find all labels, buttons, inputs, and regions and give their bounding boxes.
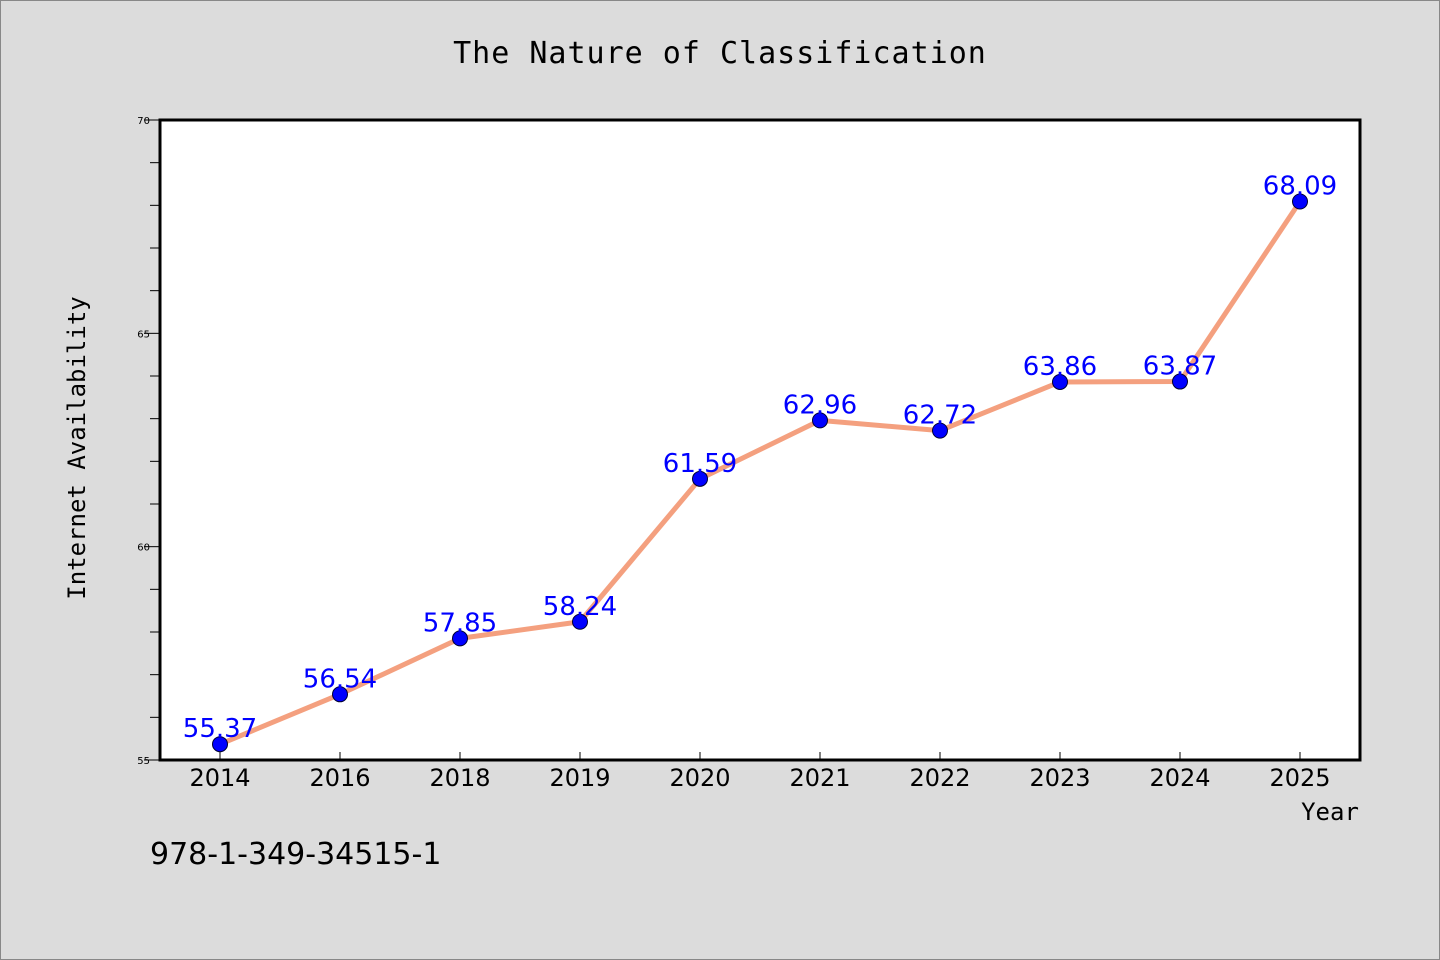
data-label: 61.59 (663, 449, 737, 479)
series-line (219, 200, 1303, 747)
data-label: 56.54 (303, 664, 377, 694)
data-label: 63.87 (1143, 352, 1217, 382)
data-label: 58.24 (543, 592, 617, 622)
data-point (812, 412, 828, 429)
x-tick-label: 2016 (309, 764, 370, 792)
data-point (1172, 373, 1188, 390)
x-tick-label: 2014 (189, 764, 250, 792)
x-tick-label: 2019 (549, 764, 610, 792)
chart-title: The Nature of Classification (453, 36, 987, 71)
x-tick-label: 2021 (789, 764, 850, 792)
x-axis: 2014 2016 2018 2019 2020 2021 2022 2023 2024 2025 (189, 752, 1331, 792)
plot-area (158, 118, 1362, 762)
x-axis-label: Year (1301, 798, 1359, 826)
y-axis: 55 60 65 70 (137, 116, 160, 767)
data-point (452, 630, 468, 647)
y-tick-label: 65 (137, 329, 150, 340)
x-tick-label: 2025 (1269, 764, 1330, 792)
x-tick-label: 2022 (909, 764, 970, 792)
data-label: 55.37 (183, 714, 257, 744)
x-tick-label: 2018 (429, 764, 490, 792)
data-point (692, 470, 708, 487)
data-point (1292, 193, 1308, 210)
data-point (932, 422, 948, 439)
data-point (212, 736, 228, 753)
data-label: 57.85 (423, 608, 497, 638)
y-axis-label: Internet Availability (63, 296, 91, 599)
data-point (332, 686, 348, 703)
data-label: 63.86 (1023, 352, 1097, 382)
data-label: 62.96 (783, 390, 857, 420)
series-group: 55.37 56.54 57.85 58.24 61.59 62.96 62.72 63.86… (183, 171, 1337, 753)
y-tick-label: 60 (137, 543, 150, 554)
data-point (1052, 373, 1068, 390)
x-tick-label: 2024 (1149, 764, 1210, 792)
data-point (572, 613, 588, 630)
data-label: 68.09 (1263, 171, 1337, 201)
y-tick-label: 70 (137, 116, 150, 127)
y-tick-label: 55 (137, 756, 150, 767)
x-tick-label: 2020 (669, 764, 730, 792)
data-label: 62.72 (903, 401, 977, 431)
isbn-footer: 978-1-349-34515-1 (150, 837, 441, 872)
x-tick-label: 2023 (1029, 764, 1090, 792)
